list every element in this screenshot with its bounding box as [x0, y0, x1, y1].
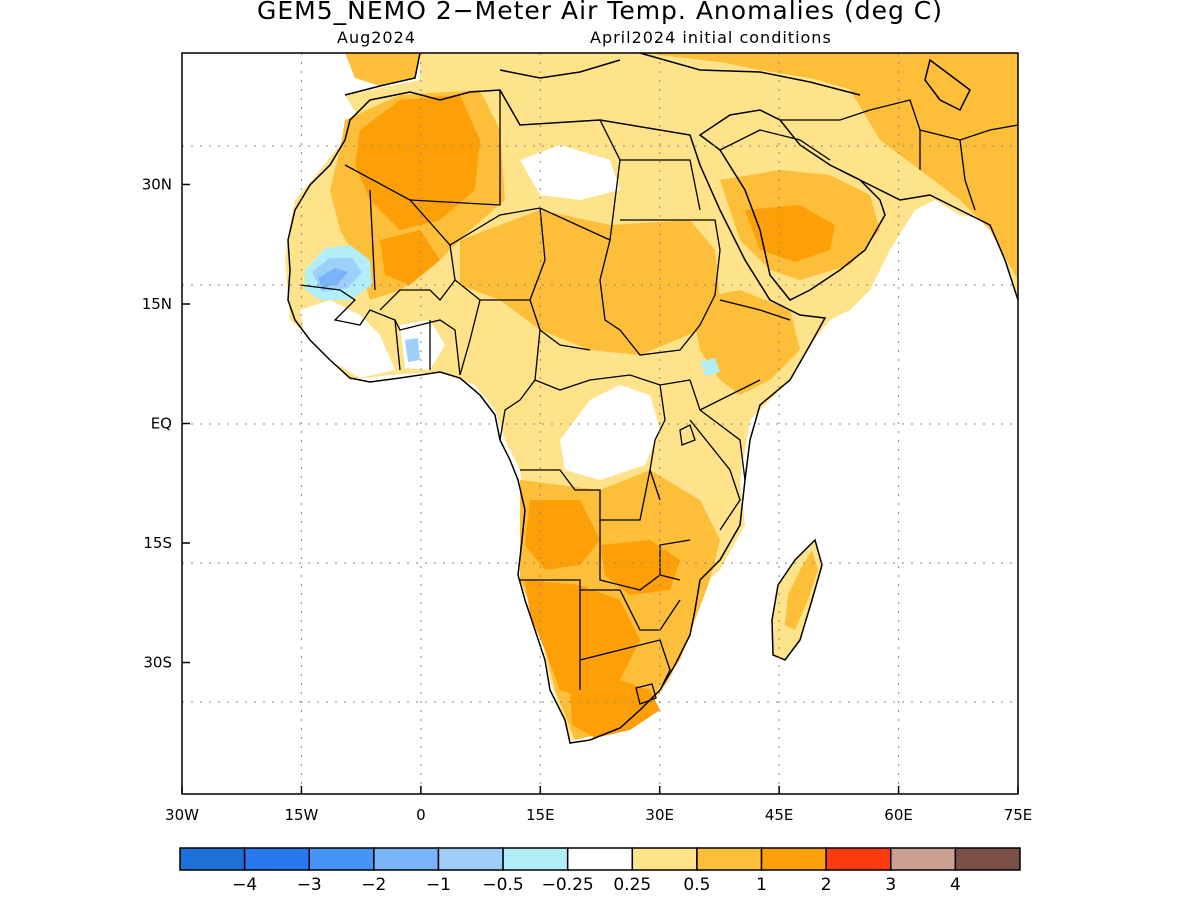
colorbar-swatch [502, 847, 569, 871]
anomaly-cool-ghana [405, 338, 420, 362]
colorbar-swatch [243, 847, 310, 871]
lat-tick-label: 30N [142, 175, 172, 193]
forecast-month: Aug2024 [337, 28, 416, 47]
anomaly-neutral-libya-egypt [520, 145, 620, 200]
coastline-persian-gulf [839, 169, 1018, 301]
anomaly-cool-senegal-core [318, 268, 348, 288]
colorbar-label: 0.25 [613, 875, 651, 895]
coastline-mediterranean-north [344, 53, 861, 96]
anomaly-neutral-congo [560, 385, 660, 480]
anomaly-cool-ethiopia [700, 358, 720, 376]
map-title: GEM5_NEMO 2−Meter Air Temp. Anomalies (d… [256, 0, 944, 25]
colorbar-label: −0.5 [482, 875, 523, 895]
coastline-caspian [924, 58, 971, 112]
lon-tick-label: 60E [884, 806, 913, 824]
colorbar-label: 0.5 [683, 875, 710, 895]
colorbar-label: −4 [232, 875, 257, 895]
lon-tick-label: 30E [645, 806, 674, 824]
colorbar-swatch [631, 847, 698, 871]
anomaly-iran-region [850, 80, 1018, 280]
colorbar-label: −3 [297, 875, 322, 895]
colorbar-swatch [566, 847, 634, 871]
lon-tick-label: 45E [765, 806, 794, 824]
anomaly-angola-strong [525, 500, 600, 570]
latitude-axis: 30N 15N EQ 15S 30S [142, 175, 190, 672]
anomaly-arabia-strong [745, 205, 835, 262]
lat-tick-label: 15S [143, 534, 172, 552]
map-gridlines [182, 53, 1018, 794]
anomaly-mali-strong [380, 230, 440, 285]
colorbar-swatch [825, 847, 892, 871]
map-plot-area [182, 53, 1018, 794]
lon-tick-label: 15E [526, 806, 555, 824]
anomaly-sahel-central [460, 210, 720, 355]
colorbar-swatch [308, 847, 375, 871]
anomaly-neutral-west-coast [300, 300, 395, 378]
colorbar-label: 4 [950, 875, 961, 895]
lat-tick-label: 15N [142, 295, 172, 313]
colorbar-swatch [179, 847, 246, 871]
coastline-africa [287, 89, 827, 744]
lon-tick-label: 75E [1004, 806, 1033, 824]
colorbar-label: 3 [885, 875, 896, 895]
colorbar-label: 1 [756, 875, 767, 895]
lon-tick-label: 0 [416, 806, 426, 824]
coastline-arabia [698, 109, 886, 301]
colorbar-swatch [760, 847, 827, 871]
anomaly-namibia-strong [525, 580, 640, 700]
colorbar-swatch [890, 847, 957, 871]
colorbar-label: 2 [821, 875, 832, 895]
madagascar-warm-area [785, 550, 818, 630]
colorbar: −4 −3 −2 −1 −0.5 −0.25 0.25 0.5 1 2 3 4 [179, 847, 1021, 895]
lat-tick-label: 30S [143, 654, 172, 672]
anomaly-sahara-strong [355, 95, 480, 230]
colorbar-label: −0.25 [542, 875, 594, 895]
lon-tick-label: 15W [284, 806, 318, 824]
land-southern-europe [345, 53, 420, 86]
colorbar-swatch [696, 847, 763, 871]
colorbar-swatch [954, 847, 1021, 871]
lon-tick-label: 30W [165, 806, 199, 824]
colorbar-swatch [437, 847, 504, 871]
longitude-axis: 30W 15W 0 15E 30E 45E 60E 75E [165, 786, 1032, 824]
initial-conditions-label: April2024 initial conditions [590, 28, 832, 47]
country-borders [299, 90, 1018, 705]
colorbar-swatch [373, 847, 440, 871]
colorbar-label: −2 [361, 875, 386, 895]
colorbar-label: −1 [426, 875, 451, 895]
lat-tick-label: EQ [151, 415, 172, 433]
